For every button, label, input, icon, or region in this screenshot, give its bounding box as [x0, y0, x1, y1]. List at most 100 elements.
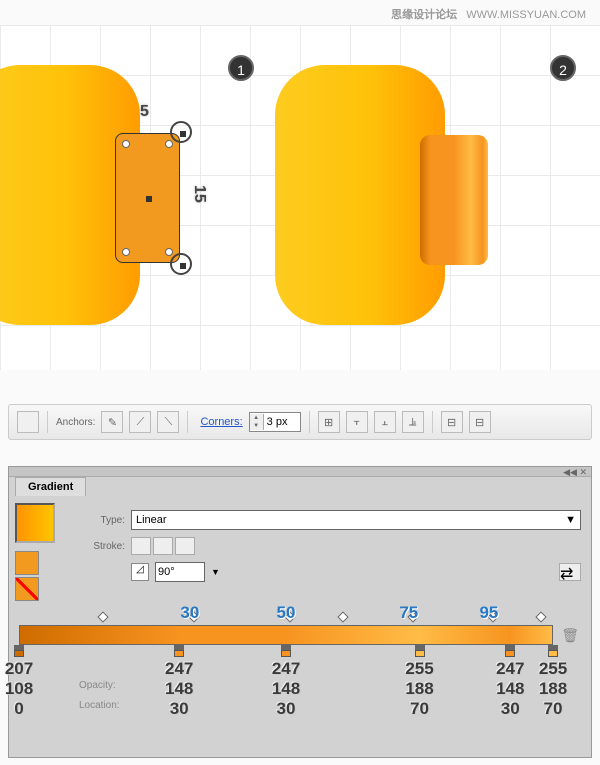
anchor-point[interactable] [122, 248, 130, 256]
fill-swatch[interactable] [15, 551, 39, 575]
rgb-value: 108 [5, 679, 33, 699]
stroke-option[interactable] [175, 537, 195, 555]
gradient-stop[interactable] [505, 645, 515, 657]
spinner-arrows[interactable]: ▲▼ [250, 414, 264, 430]
reverse-gradient-button[interactable]: ⇄ [559, 563, 581, 581]
separator [47, 411, 48, 433]
type-value: Linear [136, 514, 167, 526]
opacity-label: Opacity: [79, 680, 116, 691]
dropdown-arrow-icon: ▼ [565, 514, 576, 526]
anchor-button[interactable]: ⟋ [129, 411, 151, 433]
corners-label[interactable]: Corners: [200, 416, 242, 428]
dimension-width: 5 [140, 103, 149, 121]
rgb-value: 30 [277, 699, 296, 719]
rgb-value: 148 [272, 679, 300, 699]
stroke-label: Stroke: [75, 541, 125, 552]
selected-rectangle[interactable] [115, 133, 180, 263]
step-badge-1: 1 [228, 55, 254, 81]
gradient-bar[interactable] [19, 625, 553, 645]
rgb-value: 30 [170, 699, 189, 719]
canvas[interactable]: 5 15 1 2 [0, 25, 600, 370]
watermark-url: WWW.MISSYUAN.COM [466, 9, 586, 21]
options-toolbar: Anchors: ✎ ⟋ ⟍ Corners: ▲▼ ⊞ ⫟ ⫠ ⫡ ⊟ ⊟ [8, 404, 592, 440]
separator [309, 411, 310, 433]
separator [187, 411, 188, 433]
rgb-value: 70 [544, 699, 563, 719]
align-button[interactable]: ⊞ [318, 411, 340, 433]
midpoint-diamond[interactable] [338, 611, 349, 622]
panel-tabs: Gradient [9, 477, 591, 499]
midpoint-label: 75 [399, 603, 418, 623]
gradient-stop[interactable] [548, 645, 558, 657]
rgb-value: 188 [405, 679, 433, 699]
corners-spinner[interactable]: ▲▼ [249, 412, 301, 432]
center-handle[interactable] [146, 196, 152, 202]
rgb-value: 70 [410, 699, 429, 719]
rgb-value: 255 [539, 659, 567, 679]
rgb-value: 255 [405, 659, 433, 679]
dropdown-arrow-icon[interactable]: ▼ [211, 567, 220, 577]
handle-dot[interactable] [180, 263, 186, 269]
gradient-stop[interactable] [415, 645, 425, 657]
anchor-point[interactable] [122, 140, 130, 148]
corners-input[interactable] [264, 416, 300, 428]
gradient-tab[interactable]: Gradient [15, 477, 86, 496]
rgb-value: 207 [5, 659, 33, 679]
angle-input[interactable] [155, 562, 205, 582]
anchors-label: Anchors: [56, 417, 95, 428]
rgb-value: 247 [165, 659, 193, 679]
step-badge-2: 2 [550, 55, 576, 81]
panel-header-bar[interactable]: ◀◀ ✕ [9, 467, 591, 477]
separator [432, 411, 433, 433]
midpoint-label: 50 [277, 603, 296, 623]
rgb-value: 30 [501, 699, 520, 719]
align-button[interactable]: ⫡ [402, 411, 424, 433]
rgb-value: 247 [496, 659, 524, 679]
gradient-stop[interactable] [281, 645, 291, 657]
corner-radius-handle[interactable] [170, 253, 192, 275]
watermark: 思缘设计论坛 WWW.MISSYUAN.COM [391, 6, 586, 22]
gradient-preview-swatch[interactable] [15, 503, 55, 543]
shape-extrude-2 [420, 135, 488, 265]
align-button[interactable]: ⊟ [441, 411, 463, 433]
gradient-editor: 30507595 🗑 207247247255247255 Opacity: 1… [19, 609, 581, 719]
stroke-buttons [131, 537, 195, 555]
align-button[interactable]: ⊟ [469, 411, 491, 433]
gradient-stop[interactable] [14, 645, 24, 657]
toolbar-button[interactable] [17, 411, 39, 433]
rgb-value: 188 [539, 679, 567, 699]
anchor-point[interactable] [165, 140, 173, 148]
midpoint-diamond[interactable] [535, 611, 546, 622]
midpoint-label: 30 [180, 603, 199, 623]
dimension-height: 15 [190, 185, 208, 203]
convert-anchor-button[interactable]: ✎ [101, 411, 123, 433]
g-values-row: Opacity: 108148148188148188 [19, 679, 581, 699]
b-values-row: Location: 03030703070 [19, 699, 581, 719]
r-values-row: 207247247255247255 [19, 659, 581, 679]
handle-dot[interactable] [180, 131, 186, 137]
align-button[interactable]: ⫠ [374, 411, 396, 433]
midpoint-row: 30507595 [19, 609, 581, 625]
panel-body: Type: Linear ▼ Stroke: ◿ ▼ ⇄ 30507595 [9, 499, 591, 727]
gradient-stop[interactable] [174, 645, 184, 657]
trash-icon[interactable]: 🗑 [561, 627, 579, 644]
midpoint-diamond[interactable] [97, 611, 108, 622]
stroke-none-swatch[interactable] [15, 577, 39, 601]
anchor-point[interactable] [165, 248, 173, 256]
stroke-option[interactable] [131, 537, 151, 555]
anchor-button[interactable]: ⟍ [157, 411, 179, 433]
stops-row [19, 645, 581, 659]
midpoint-label: 95 [479, 603, 498, 623]
rgb-value: 0 [14, 699, 23, 719]
rgb-value: 247 [272, 659, 300, 679]
stroke-option[interactable] [153, 537, 173, 555]
type-label: Type: [75, 515, 125, 526]
gradient-panel: ◀◀ ✕ Gradient Type: Linear ▼ Stroke: ◿ [8, 466, 592, 758]
rgb-value: 148 [496, 679, 524, 699]
watermark-chinese: 思缘设计论坛 [391, 9, 457, 21]
align-button[interactable]: ⫟ [346, 411, 368, 433]
angle-icon[interactable]: ◿ [131, 563, 149, 581]
location-label: Location: [79, 700, 120, 711]
corner-radius-handle[interactable] [170, 121, 192, 143]
type-select[interactable]: Linear ▼ [131, 510, 581, 530]
